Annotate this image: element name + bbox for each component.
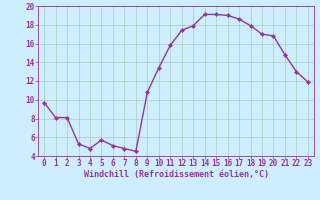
X-axis label: Windchill (Refroidissement éolien,°C): Windchill (Refroidissement éolien,°C) xyxy=(84,170,268,179)
